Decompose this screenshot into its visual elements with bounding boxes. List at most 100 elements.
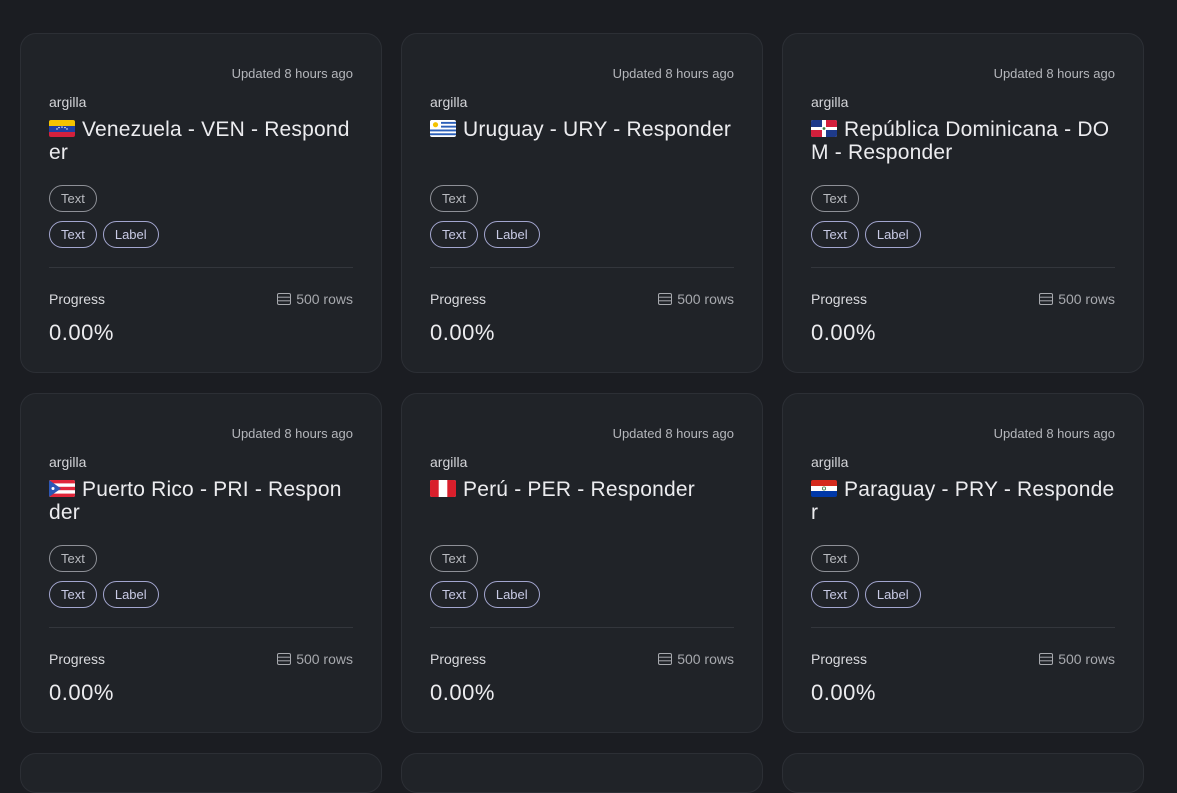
rows-count: 500 rows bbox=[1039, 651, 1115, 667]
question-tags: Text Label bbox=[430, 221, 540, 248]
dataset-title-text: República Dominicana - DOM - Responder bbox=[811, 118, 1110, 164]
field-tags: Text bbox=[49, 185, 97, 212]
card-divider bbox=[811, 627, 1115, 628]
peru-flag-icon bbox=[430, 480, 456, 497]
rows-count-text: 500 rows bbox=[1058, 291, 1115, 307]
dataset-title[interactable]: Venezuela - VEN - Responder bbox=[49, 118, 353, 164]
table-rows-icon bbox=[277, 293, 292, 305]
dataset-owner: argilla bbox=[811, 94, 849, 110]
dataset-owner: argilla bbox=[811, 454, 849, 470]
dataset-card-puerto-rico[interactable]: Updated 8 hours ago argilla Puerto Rico … bbox=[20, 393, 382, 733]
updated-timestamp: Updated 8 hours ago bbox=[993, 426, 1115, 441]
question-tags: Text Label bbox=[49, 221, 159, 248]
rows-count-text: 500 rows bbox=[1058, 651, 1115, 667]
dataset-owner: argilla bbox=[430, 454, 468, 470]
dataset-card-uruguay[interactable]: Updated 8 hours ago argilla Uruguay - UR… bbox=[401, 33, 763, 373]
field-tags: Text bbox=[811, 545, 859, 572]
progress-value: 0.00% bbox=[430, 680, 495, 705]
table-rows-icon bbox=[1039, 653, 1054, 665]
dataset-title[interactable]: Puerto Rico - PRI - Responder bbox=[49, 478, 353, 524]
question-tag: Text bbox=[430, 221, 478, 248]
question-tag: Label bbox=[864, 221, 921, 248]
rows-count-text: 500 rows bbox=[296, 291, 353, 307]
field-tag: Text bbox=[430, 545, 478, 572]
dataset-card-venezuela[interactable]: Updated 8 hours ago argilla Venezuela - … bbox=[20, 33, 382, 373]
updated-timestamp: Updated 8 hours ago bbox=[231, 426, 353, 441]
dataset-card-peru[interactable]: Updated 8 hours ago argilla Perú - PER -… bbox=[401, 393, 763, 733]
question-tag: Label bbox=[483, 581, 540, 608]
rows-count: 500 rows bbox=[277, 291, 353, 307]
paraguay-flag-icon bbox=[811, 480, 837, 497]
question-tag: Label bbox=[483, 221, 540, 248]
field-tags: Text bbox=[811, 185, 859, 212]
dataset-title[interactable]: Perú - PER - Responder bbox=[430, 478, 734, 501]
rows-count-text: 500 rows bbox=[296, 651, 353, 667]
dataset-card-republica-dominicana[interactable]: Updated 8 hours ago argilla República Do… bbox=[782, 33, 1144, 373]
updated-timestamp: Updated 8 hours ago bbox=[612, 426, 734, 441]
question-tag: Text bbox=[811, 581, 859, 608]
dataset-title[interactable]: Paraguay - PRY - Responder bbox=[811, 478, 1115, 524]
question-tags: Text Label bbox=[811, 581, 921, 608]
progress-label: Progress bbox=[430, 651, 487, 667]
question-tag: Label bbox=[102, 581, 159, 608]
dataset-card-partial[interactable] bbox=[20, 753, 382, 793]
dataset-title-text: Puerto Rico - PRI - Responder bbox=[49, 478, 342, 524]
updated-timestamp: Updated 8 hours ago bbox=[231, 66, 353, 81]
question-tag: Text bbox=[49, 221, 97, 248]
dataset-grid: Updated 8 hours ago argilla Venezuela - … bbox=[20, 33, 1144, 793]
dataset-title-text: Paraguay - PRY - Responder bbox=[811, 478, 1115, 524]
card-divider bbox=[811, 267, 1115, 268]
field-tag: Text bbox=[49, 545, 97, 572]
question-tag: Text bbox=[49, 581, 97, 608]
question-tags: Text Label bbox=[811, 221, 921, 248]
table-rows-icon bbox=[277, 653, 292, 665]
question-tag: Text bbox=[430, 581, 478, 608]
dataset-card-partial[interactable] bbox=[401, 753, 763, 793]
puerto-rico-flag-icon bbox=[49, 480, 75, 497]
field-tag: Text bbox=[811, 545, 859, 572]
rows-count: 500 rows bbox=[658, 651, 734, 667]
table-rows-icon bbox=[658, 293, 673, 305]
progress-value: 0.00% bbox=[430, 320, 495, 345]
progress-value: 0.00% bbox=[49, 320, 114, 345]
card-divider bbox=[49, 627, 353, 628]
dataset-card-paraguay[interactable]: Updated 8 hours ago argilla Paraguay - P… bbox=[782, 393, 1144, 733]
dataset-card-partial[interactable] bbox=[782, 753, 1144, 793]
field-tags: Text bbox=[49, 545, 97, 572]
card-divider bbox=[430, 627, 734, 628]
card-divider bbox=[430, 267, 734, 268]
updated-timestamp: Updated 8 hours ago bbox=[993, 66, 1115, 81]
rows-count-text: 500 rows bbox=[677, 291, 734, 307]
dataset-owner: argilla bbox=[430, 94, 468, 110]
table-rows-icon bbox=[1039, 293, 1054, 305]
dataset-title[interactable]: Uruguay - URY - Responder bbox=[430, 118, 734, 141]
rows-count: 500 rows bbox=[1039, 291, 1115, 307]
updated-timestamp: Updated 8 hours ago bbox=[612, 66, 734, 81]
dataset-owner: argilla bbox=[49, 454, 87, 470]
dominican-republic-flag-icon bbox=[811, 120, 837, 137]
progress-value: 0.00% bbox=[811, 680, 876, 705]
card-divider bbox=[49, 267, 353, 268]
field-tags: Text bbox=[430, 185, 478, 212]
field-tags: Text bbox=[430, 545, 478, 572]
question-tag: Label bbox=[102, 221, 159, 248]
question-tags: Text Label bbox=[49, 581, 159, 608]
question-tag: Text bbox=[811, 221, 859, 248]
progress-label: Progress bbox=[430, 291, 487, 307]
progress-value: 0.00% bbox=[49, 680, 114, 705]
dataset-title-text: Uruguay - URY - Responder bbox=[463, 118, 732, 141]
progress-value: 0.00% bbox=[811, 320, 876, 345]
dataset-owner: argilla bbox=[49, 94, 87, 110]
rows-count: 500 rows bbox=[658, 291, 734, 307]
progress-label: Progress bbox=[49, 291, 106, 307]
progress-label: Progress bbox=[49, 651, 106, 667]
field-tag: Text bbox=[430, 185, 478, 212]
field-tag: Text bbox=[811, 185, 859, 212]
progress-label: Progress bbox=[811, 291, 868, 307]
table-rows-icon bbox=[658, 653, 673, 665]
field-tag: Text bbox=[49, 185, 97, 212]
venezuela-flag-icon bbox=[49, 120, 75, 137]
dataset-title[interactable]: República Dominicana - DOM - Responder bbox=[811, 118, 1115, 164]
question-tag: Label bbox=[864, 581, 921, 608]
dataset-title-text: Venezuela - VEN - Responder bbox=[49, 118, 350, 164]
